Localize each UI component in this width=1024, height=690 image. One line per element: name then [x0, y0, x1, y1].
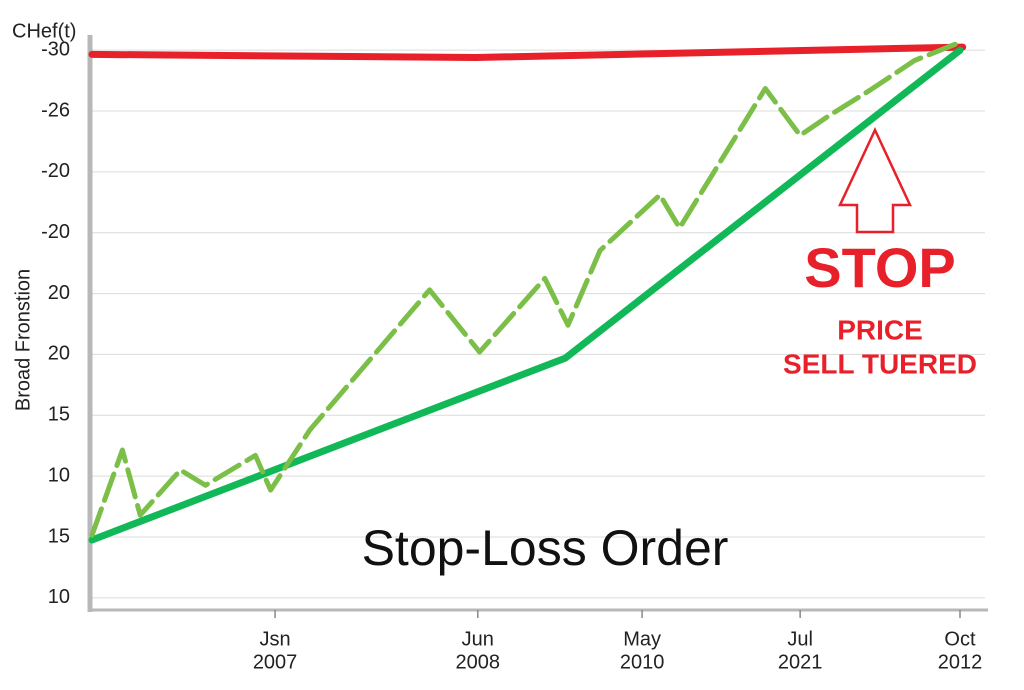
line — [88, 46, 964, 544]
chart-title: Stop-Loss Order — [362, 520, 729, 576]
y-tick-label: -30 — [41, 38, 70, 60]
y-axis-label: Broad Fronstion — [12, 269, 34, 411]
x-tick-label: 2010 — [620, 651, 665, 673]
line — [88, 43, 967, 61]
y-tick-label: 20 — [48, 282, 70, 304]
arrow — [838, 127, 912, 234]
y-tick-label: -20 — [41, 160, 70, 182]
y-tick-label: -26 — [41, 99, 70, 121]
y-unit-label: CHef(t) — [12, 20, 76, 42]
x-tick-label: May — [623, 628, 661, 650]
y-tick-label: 20 — [48, 343, 70, 365]
x-tick-label: Jun — [462, 628, 494, 650]
x-tick-label: 2012 — [938, 651, 983, 673]
y-tick-label: -20 — [41, 221, 70, 243]
plot — [88, 39, 967, 544]
y-tick-label: 10 — [48, 586, 70, 608]
x-tick-label: 2008 — [456, 651, 501, 673]
x-tick-label: 2007 — [253, 651, 298, 673]
x-tick-label: Jul — [787, 628, 813, 650]
y-tick-label: 15 — [48, 525, 70, 547]
annotation: SELL TUERED — [783, 348, 977, 379]
y-tick-label: 15 — [48, 404, 70, 426]
x-tick-label: Jsn — [260, 628, 291, 650]
line — [89, 39, 963, 538]
annotation: STOP — [804, 236, 955, 299]
y-tick-label: 10 — [48, 464, 70, 486]
x-tick-label: Oct — [944, 628, 976, 650]
x-tick-label: 2021 — [778, 651, 823, 673]
annotation: PRICE — [837, 314, 923, 345]
